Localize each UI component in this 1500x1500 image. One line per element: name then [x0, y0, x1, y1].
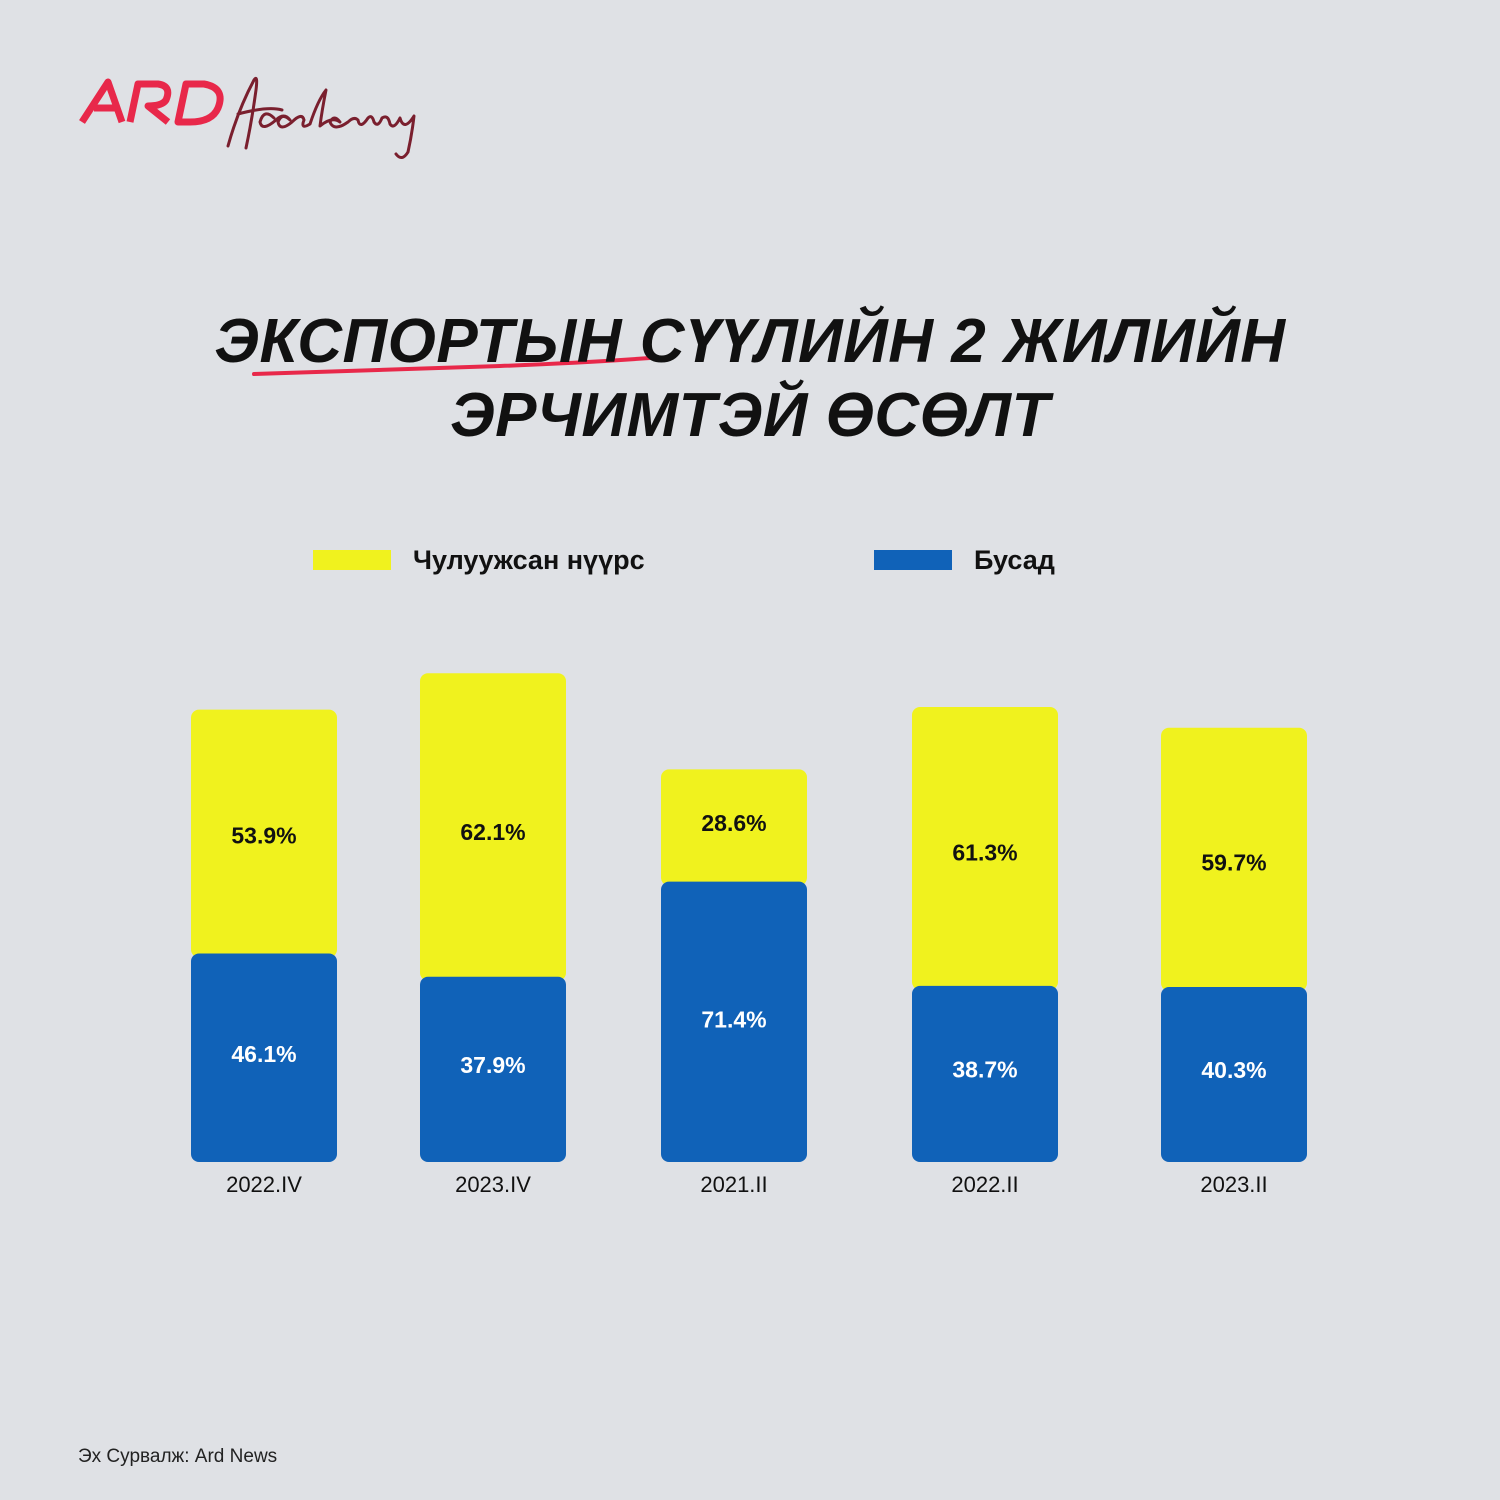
- bar-group: 53.9% 46.1% 2022.IV: [191, 709, 337, 1197]
- bar-coal: [912, 707, 1058, 990]
- bar-other: [191, 953, 337, 1162]
- legend-swatch-other: [874, 550, 952, 570]
- bar-coal: [1161, 727, 1307, 992]
- source-note: Эх Сурвалж: Ard News: [78, 1446, 278, 1467]
- legend-label-other: Бусад: [974, 544, 1055, 575]
- title-line-1: ЭКСПОРТЫН СҮҮЛИЙН 2 ЖИЛИЙН: [214, 307, 1286, 376]
- chart-title: ЭКСПОРТЫН СҮҮЛИЙН 2 ЖИЛИЙН ЭРЧИМТЭЙ ӨСӨЛ…: [0, 305, 1500, 453]
- data-label-coal: 61.3%: [952, 839, 1017, 865]
- bar-coal: [191, 709, 337, 958]
- x-tick-label: 2023.II: [1200, 1172, 1267, 1197]
- data-label-coal: 62.1%: [460, 819, 525, 845]
- bar-other: [661, 881, 807, 1162]
- data-label-other: 40.3%: [1201, 1057, 1266, 1083]
- data-label-coal: 28.6%: [701, 810, 766, 836]
- bar-group: 61.3% 38.7% 2022.II: [912, 707, 1058, 1197]
- bar-group: 59.7% 40.3% 2023.II: [1161, 727, 1307, 1197]
- title-underline: [252, 356, 652, 376]
- data-label-other: 38.7%: [952, 1056, 1017, 1082]
- legend-swatch-coal: [313, 550, 391, 570]
- legend-item-coal: Чулуужсан нүүрс: [313, 540, 645, 580]
- legend-item-other: Бусад: [874, 540, 1055, 580]
- data-label-other: 46.1%: [231, 1041, 296, 1067]
- legend-label-coal: Чулуужсан нүүрс: [413, 544, 645, 575]
- data-label-coal: 59.7%: [1201, 849, 1266, 875]
- bar-coal: [420, 673, 566, 981]
- x-tick-label: 2022.IV: [226, 1172, 302, 1197]
- data-label-other: 37.9%: [460, 1052, 525, 1078]
- bar-other: [420, 976, 566, 1162]
- bar-group: 28.6% 71.4% 2021.II: [661, 769, 807, 1197]
- bar-group: 62.1% 37.9% 2023.IV: [420, 673, 566, 1197]
- bar-other: [912, 985, 1058, 1162]
- bar-other: [1161, 987, 1307, 1162]
- title-line-2: ЭРЧИМТЭЙ ӨСӨЛТ: [450, 381, 1050, 450]
- data-label-other: 71.4%: [701, 1006, 766, 1032]
- x-tick-label: 2022.II: [951, 1172, 1018, 1197]
- x-tick-label: 2021.II: [700, 1172, 767, 1197]
- data-label-coal: 53.9%: [231, 823, 296, 849]
- ard-academy-logo: [79, 76, 416, 159]
- bar-coal: [661, 769, 807, 886]
- x-tick-label: 2023.IV: [455, 1172, 531, 1197]
